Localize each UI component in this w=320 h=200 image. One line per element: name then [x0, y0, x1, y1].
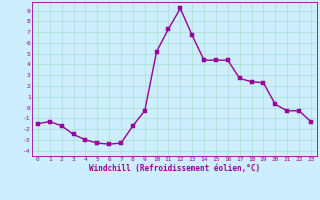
- X-axis label: Windchill (Refroidissement éolien,°C): Windchill (Refroidissement éolien,°C): [89, 164, 260, 173]
